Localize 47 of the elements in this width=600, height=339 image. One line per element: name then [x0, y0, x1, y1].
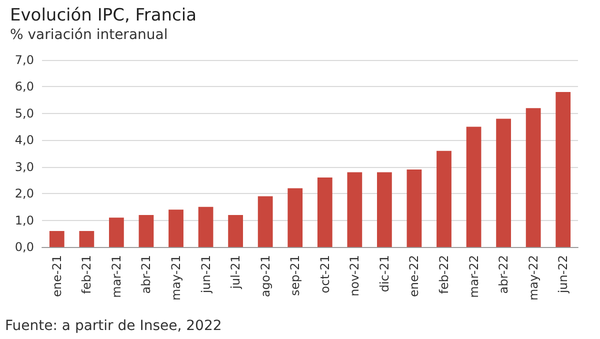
source-note: Fuente: a partir de Insee, 2022: [5, 318, 222, 334]
x-tick-label: ago-21: [258, 255, 272, 298]
bar: [317, 178, 332, 247]
bar: [526, 108, 541, 247]
bar: [258, 196, 273, 247]
bar: [168, 210, 184, 247]
x-tick-label: sep-21: [288, 255, 302, 296]
y-tick-label: 5,0: [14, 106, 34, 120]
bar: [109, 218, 124, 247]
bar: [406, 170, 422, 247]
x-tick-label: may-21: [169, 255, 183, 301]
bar: [347, 172, 362, 247]
x-tick-label: jun-22: [556, 255, 570, 294]
x-tick-label: abr-21: [139, 255, 154, 294]
chart-subtitle: % variación interanual: [10, 27, 168, 43]
x-tick-label: feb-21: [80, 255, 94, 294]
y-tick-label: 1,0: [14, 213, 34, 228]
bar: [49, 230, 64, 247]
y-tick-label: 0,0: [14, 240, 34, 254]
y-tick-label: 6,0: [14, 80, 34, 94]
x-tick-label: nov-21: [348, 255, 362, 296]
chart-title: Evolución IPC, Francia: [10, 6, 197, 26]
x-tick-label: feb-22: [437, 255, 451, 294]
x-tick-label: may-22: [526, 255, 540, 301]
x-tick-label: ene-22: [407, 255, 422, 297]
bar: [79, 230, 94, 247]
x-tick-label: mar-21: [109, 255, 124, 298]
x-tick-label: abr-22: [496, 255, 511, 294]
x-tick-label: mar-22: [466, 255, 481, 298]
bar: [377, 172, 392, 247]
bar: [436, 150, 452, 247]
bar: [228, 214, 243, 247]
bar: [288, 188, 303, 247]
x-tick-label: dic-21: [377, 255, 392, 292]
bar: [556, 92, 571, 247]
y-tick-label: 4,0: [14, 133, 34, 148]
y-tick-label: 7,0: [14, 53, 34, 67]
bar: [198, 206, 214, 247]
y-tick-label: 3,0: [14, 160, 34, 174]
bar: [496, 118, 511, 247]
bar: [466, 126, 482, 247]
x-tick-label: jun-21: [198, 255, 213, 294]
x-tick-label: oct-21: [318, 255, 332, 294]
y-tick-label: 2,0: [14, 186, 34, 201]
bar: [138, 214, 154, 247]
x-tick-label: jul-21: [228, 255, 243, 290]
x-tick-label: ene-21: [50, 255, 64, 297]
